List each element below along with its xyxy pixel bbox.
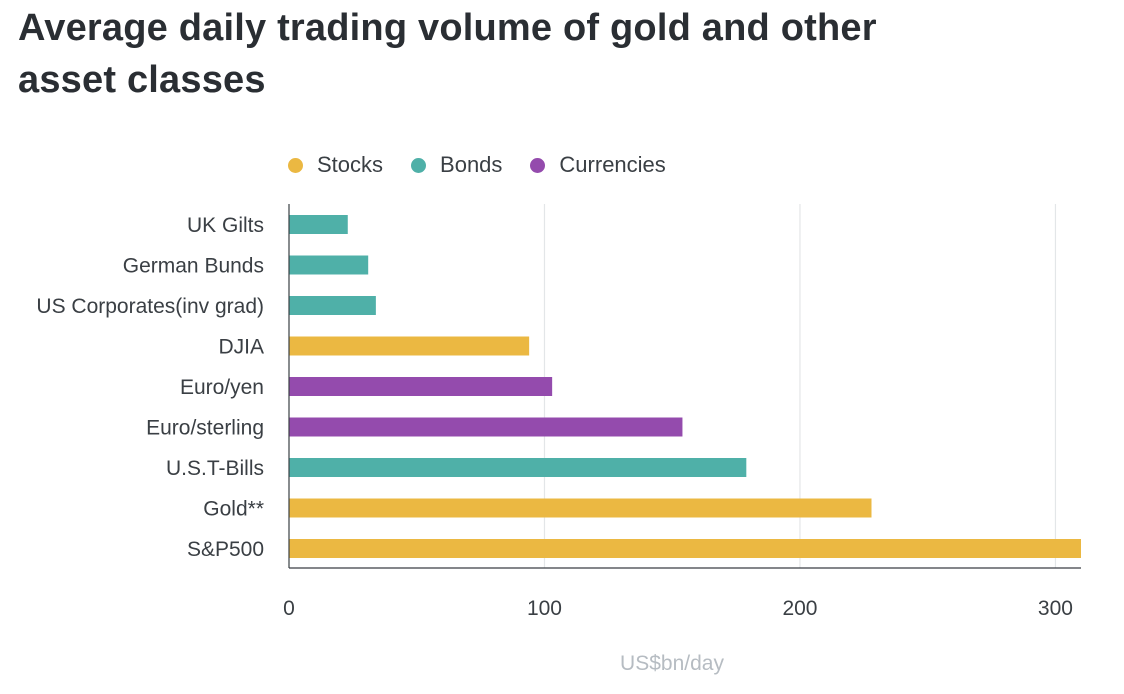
legend-item-stocks: Stocks	[288, 152, 383, 178]
x-tick-label-300: 300	[1038, 597, 1073, 620]
bar-7	[289, 458, 747, 477]
legend-dot-bonds	[411, 157, 427, 173]
y-label-4: DJIA	[218, 336, 264, 359]
bar-4	[289, 336, 530, 356]
bar-1	[289, 215, 348, 234]
chart-legend: Stocks Bonds Currencies	[288, 152, 694, 178]
y-label-9: S&P500	[187, 538, 264, 561]
legend-dot-currencies	[530, 157, 546, 173]
chart-title: Average daily trading volume of gold and…	[18, 7, 877, 101]
x-axis-title: US$bn/day	[620, 652, 724, 675]
y-label-1: UK Gilts	[187, 214, 264, 237]
legend-item-bonds: Bonds	[411, 152, 502, 178]
legend-item-currencies: Currencies	[530, 152, 666, 178]
legend-label-bonds: Bonds	[440, 152, 503, 177]
x-tick-label-0: 0	[283, 597, 295, 620]
y-label-6: Euro/sterling	[146, 417, 264, 440]
bar-6	[289, 417, 683, 437]
y-label-5: Euro/yen	[180, 376, 264, 399]
x-tick-label-100: 100	[527, 597, 562, 620]
x-tick-label-200: 200	[782, 597, 817, 620]
legend-label-currencies: Currencies	[559, 152, 666, 177]
y-label-3: US Corporates(inv grad)	[36, 295, 264, 318]
y-label-8: Gold**	[203, 498, 264, 521]
bar-3	[289, 296, 376, 315]
bar-2	[289, 255, 369, 275]
bar-8	[289, 498, 872, 518]
bar-9	[289, 539, 1081, 558]
y-label-2: German Bunds	[123, 255, 264, 278]
bar-5	[289, 377, 553, 396]
legend-dot-stocks	[288, 157, 303, 173]
legend-label-stocks: Stocks	[317, 152, 384, 177]
y-label-7: U.S.T-Bills	[166, 457, 264, 480]
